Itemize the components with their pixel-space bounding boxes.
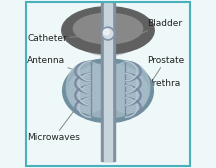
- Ellipse shape: [73, 13, 143, 44]
- Text: Prostate: Prostate: [147, 56, 184, 87]
- Bar: [104, 3, 112, 161]
- Text: Microwaves: Microwaves: [27, 101, 82, 142]
- Text: Bladder: Bladder: [133, 19, 182, 37]
- Ellipse shape: [66, 62, 110, 113]
- Ellipse shape: [66, 22, 149, 45]
- Ellipse shape: [83, 35, 133, 55]
- Text: Antenna: Antenna: [27, 56, 91, 76]
- Ellipse shape: [62, 7, 154, 54]
- Ellipse shape: [63, 59, 153, 123]
- Text: Urethra: Urethra: [115, 79, 181, 111]
- Ellipse shape: [68, 64, 148, 118]
- Text: Catheter: Catheter: [27, 34, 101, 43]
- Circle shape: [102, 27, 114, 40]
- Ellipse shape: [106, 62, 150, 113]
- Bar: [101, 3, 115, 161]
- Circle shape: [103, 29, 109, 35]
